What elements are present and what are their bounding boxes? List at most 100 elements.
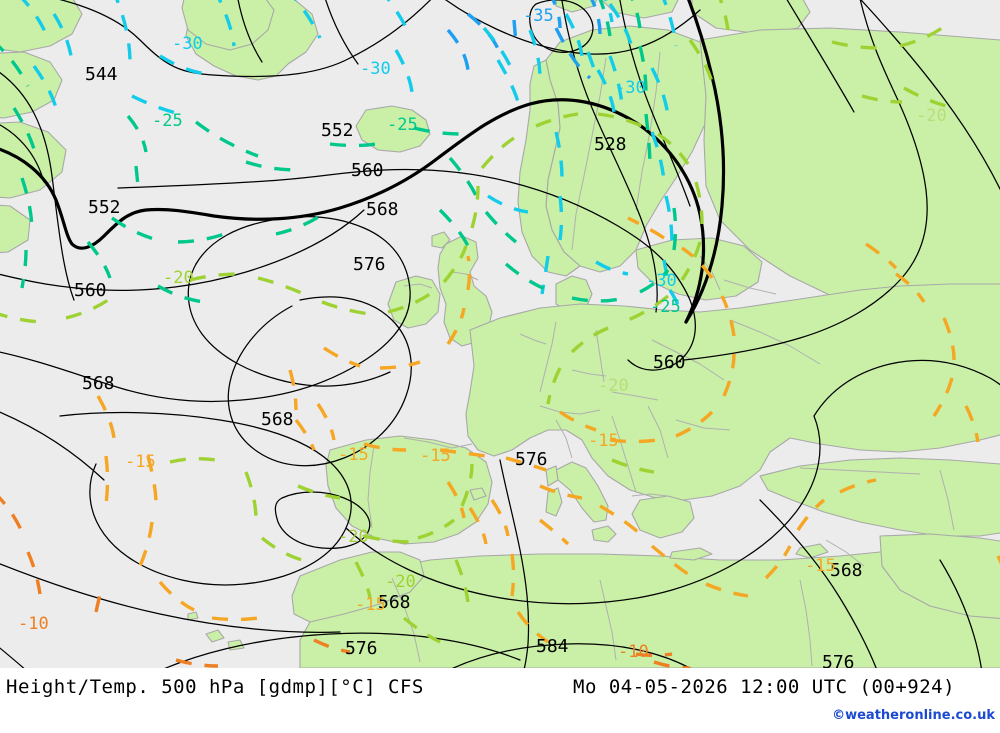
isotherm-minus25-x <box>438 208 470 247</box>
contour-560-east <box>683 0 928 361</box>
isotherm-minus30-a <box>115 0 132 63</box>
height-label-528-a: 528 <box>594 134 627 155</box>
isotherm-minus20-ab <box>363 534 413 544</box>
land-canaries <box>205 629 225 643</box>
isotherm-minus30-l <box>650 67 670 117</box>
isotherm-minus10-f <box>313 638 351 654</box>
isotherm-minus20-s <box>718 0 730 31</box>
isotherm-minus15-s <box>650 544 689 576</box>
copyright-credit[interactable]: ©weatheronline.co.uk <box>832 708 995 723</box>
border-balkans-2 <box>647 405 669 459</box>
temp-label-minus30-a: -30 <box>172 34 203 54</box>
temp-label-minus15-f: -15 <box>805 556 836 576</box>
temp-label-minus10-b: -10 <box>618 642 649 662</box>
isotherm-minus30-d <box>293 0 322 39</box>
isotherm-minus20-e <box>321 300 371 316</box>
land-sicily <box>591 525 617 543</box>
isotherm-minus10-b <box>26 551 42 595</box>
height-label-552-b: 552 <box>321 120 354 141</box>
isotherm-minus35-d <box>590 0 602 35</box>
height-label-576-a: 576 <box>353 254 386 275</box>
isotherm-minus20-ae <box>460 463 474 507</box>
land-continental-europe <box>465 283 1000 501</box>
isotherm-minus20-d <box>257 276 305 296</box>
isotherm-minus20-r <box>688 39 714 83</box>
isotherm-minus15-am <box>942 317 956 361</box>
isotherm-minus15-al <box>865 242 898 270</box>
height-label-568-c: 568 <box>261 409 294 430</box>
border-romania <box>675 419 731 431</box>
land-ne-island2 <box>691 0 811 35</box>
land-italy <box>555 461 609 523</box>
isotherm-minus20-p <box>570 326 609 354</box>
isotherm-minus15-ak <box>895 272 926 303</box>
isotherm-minus20-q <box>546 367 562 405</box>
isotherm-minus15-d <box>138 521 154 567</box>
contour-aux-n4 <box>860 0 1000 191</box>
border-belarus <box>723 279 777 295</box>
contour-aux-nw1 <box>0 124 45 183</box>
isotherm-minus20-f <box>387 292 431 314</box>
temp-label-minus20-e: -20 <box>385 572 416 592</box>
isotherm-minus20-layer <box>0 0 947 644</box>
isotherm-minus30-t <box>496 59 520 103</box>
height-label-560-a: 560 <box>351 160 384 181</box>
land-balearic <box>469 487 487 501</box>
contour-552-bold <box>0 98 706 324</box>
contour-576-south <box>164 632 521 668</box>
height-label-584-a: 584 <box>536 636 569 657</box>
isotherm-minus25-n <box>448 156 480 201</box>
isotherm-minus20-w <box>861 94 903 104</box>
temp-label-minus20-a: -20 <box>163 268 194 288</box>
contour-568-loop <box>187 263 391 387</box>
isotherm-minus15-ac <box>288 369 298 411</box>
isotherm-minus30-v <box>554 131 564 181</box>
land-crete <box>669 547 713 561</box>
isotherm-minus10-e <box>653 660 691 668</box>
isotherm-minus20-n <box>680 241 702 281</box>
isotherm-minus20-t <box>831 40 881 50</box>
border-scandi-no-se <box>571 57 607 251</box>
isotherm-minus20-z <box>169 456 217 464</box>
height-label-576-b: 576 <box>515 449 548 470</box>
isotherm-minus30-z <box>52 13 74 63</box>
isotherm-minus15-b <box>104 455 110 505</box>
temp-label-minus10-a: -10 <box>18 614 49 634</box>
contour-584-e <box>939 559 982 668</box>
contour-aux-528-ring <box>529 0 594 53</box>
isotherm-minus15-h <box>363 442 407 452</box>
isotherm-minus25-y <box>157 284 205 304</box>
contour-aux-n2 <box>619 0 691 207</box>
isotherm-minus15-l <box>675 410 714 438</box>
isotherm-minus15-aj <box>538 518 570 546</box>
border-britain-scot <box>451 271 479 281</box>
isotherm-minus20-g <box>442 245 468 284</box>
isotherm-minus30-m <box>604 0 614 23</box>
height-label-568-d: 568 <box>378 592 411 613</box>
land-morocco <box>291 551 425 623</box>
temp-label-minus15-b: -15 <box>338 445 369 465</box>
valid-datetime: Mo 04-05-2026 12:00 UTC (00+924) <box>573 676 956 698</box>
isotherm-minus15-v <box>796 498 826 531</box>
border-hungary <box>611 391 659 401</box>
isotherm-minus15-aa <box>516 611 549 644</box>
isotherm-minus20-y <box>260 536 303 562</box>
isotherm-minus20-x <box>244 471 258 521</box>
map-area[interactable]: 544 552 552 528 560 560 560 568 568 568 … <box>0 0 1000 668</box>
isotherm-minus25-m <box>413 126 461 136</box>
temp-label-minus20-c: -20 <box>916 106 947 126</box>
isotherm-minus15-ai <box>468 507 488 545</box>
contour-544 <box>59 0 432 78</box>
isotherm-minus30-h <box>482 26 514 71</box>
temp-label-minus35-a: -35 <box>523 6 554 26</box>
isotherm-minus30-r <box>662 259 672 289</box>
isotherm-minus15-r <box>599 504 640 534</box>
land-canada-s2 <box>0 204 31 254</box>
isotherm-minus15-an <box>932 377 954 417</box>
isotherm-minus15-w <box>839 478 877 494</box>
temp-label-minus15-d: -15 <box>588 431 619 451</box>
isotherm-minus30-s <box>528 29 542 79</box>
contour-568-far-e <box>813 359 1000 417</box>
land-turkey <box>759 457 1000 537</box>
